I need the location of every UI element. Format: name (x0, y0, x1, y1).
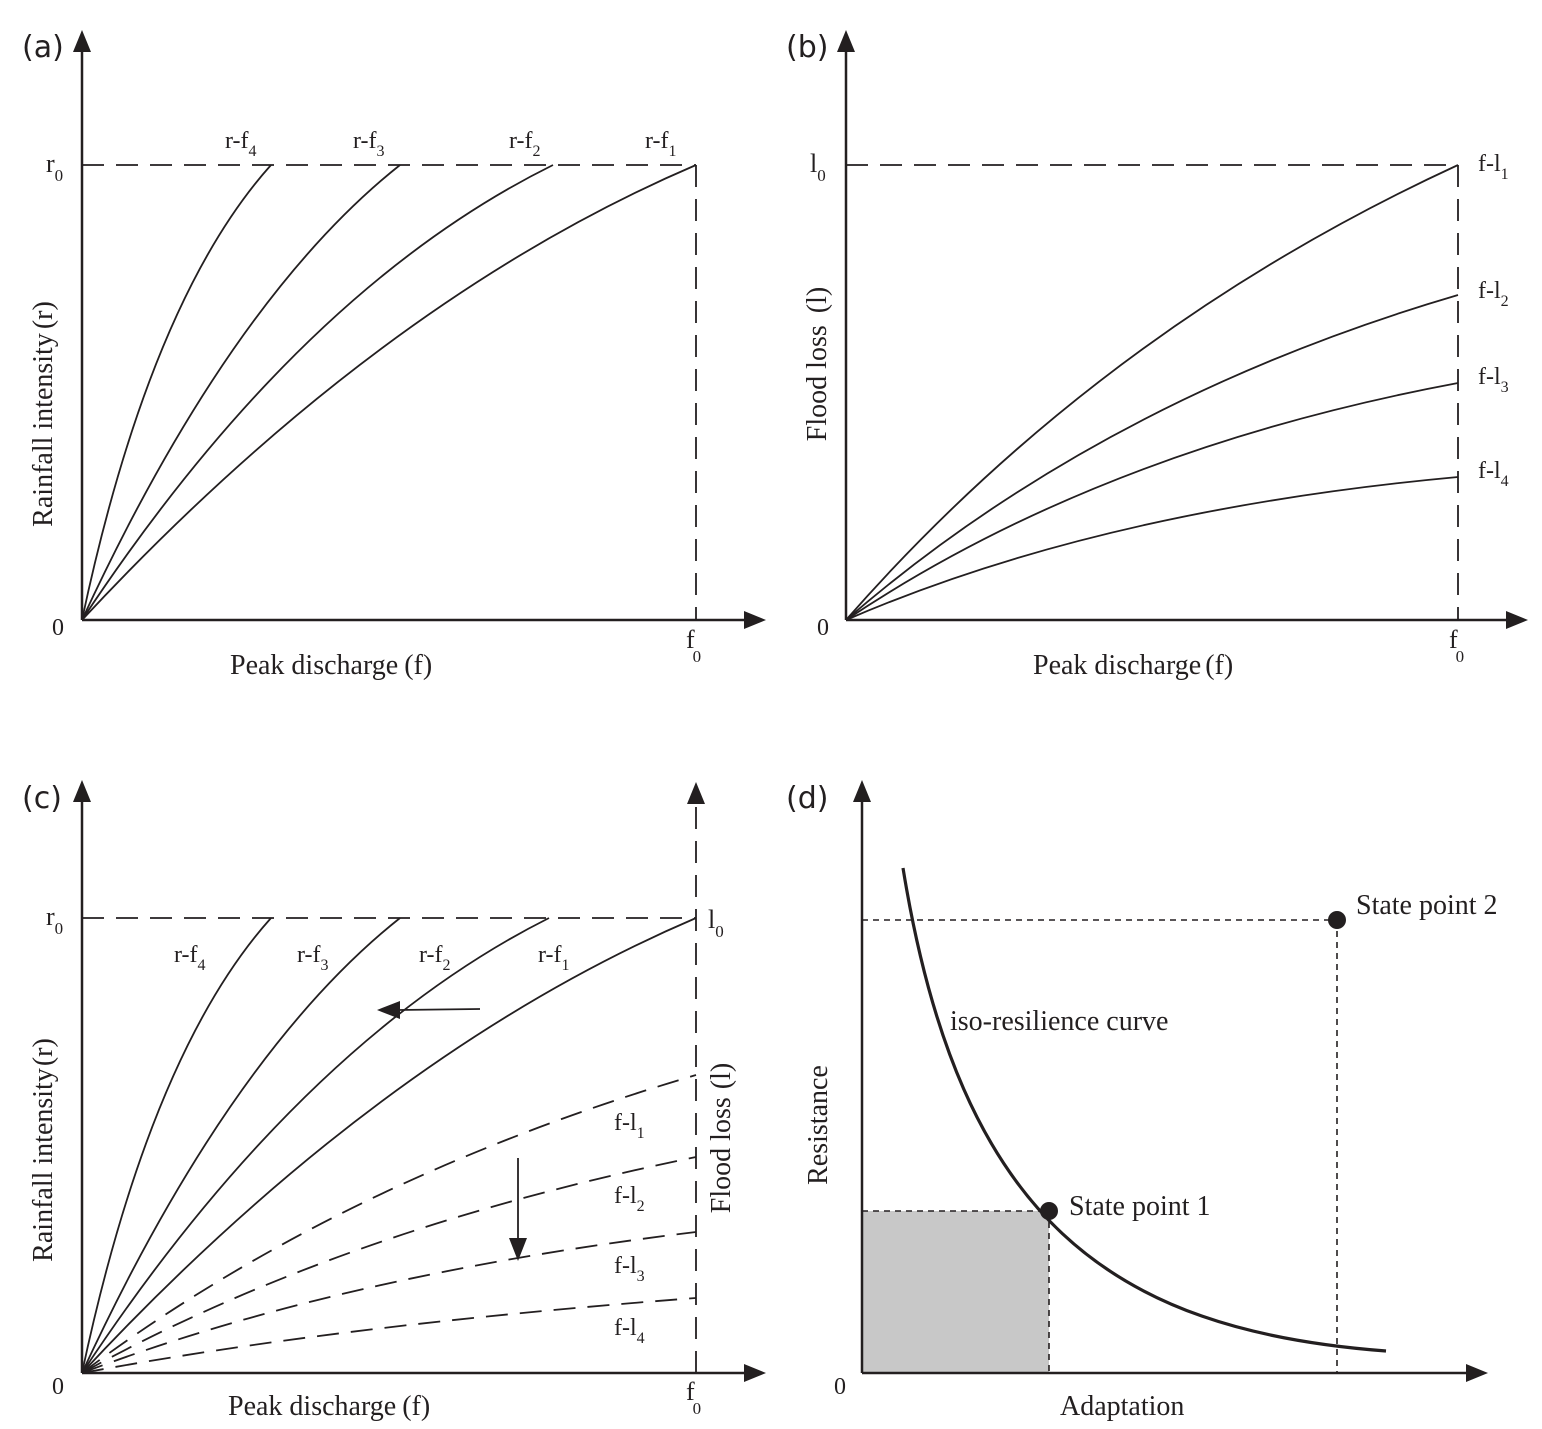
panel-d-iso-resilience-curve (901, 867, 1387, 1353)
panel-b-y-axis-arrowhead (837, 30, 855, 52)
panel-a-x-axis-title: Peak discharge (f) (230, 650, 432, 681)
panel-b-label-f-l4: f-l4 (1478, 458, 1509, 490)
panel-c-y2-axis-arrowhead (687, 782, 705, 804)
panel-d-state-point-1-label: State point 1 (1069, 1191, 1211, 1222)
panel-c-y2-axis-title: Flood loss(l) (706, 1063, 737, 1213)
panel-d-x-axis-title: Adaptation (1060, 1391, 1184, 1422)
panel-a-origin: 0 (52, 615, 64, 641)
panel-b-label-f-l1: f-l1 (1478, 151, 1509, 183)
panel-a-tag: (a) (22, 30, 64, 65)
panel-d-x-axis-arrowhead (1466, 1364, 1488, 1382)
panel-b-origin: 0 (817, 615, 829, 641)
panel-c-curve-f-l3 (81, 1231, 697, 1374)
panel-c-left-shift-arrow-icon (377, 1001, 400, 1019)
panel-a-curve-r-f3 (81, 164, 401, 621)
panel-b-curve-f-l1 (845, 164, 1459, 621)
panel-a-label-r-f4: r-f4 (225, 128, 257, 160)
panel-c-tag: (c) (22, 781, 62, 816)
panel-c-origin: 0 (52, 1374, 64, 1400)
panel-c-curve-f-l1 (81, 1074, 697, 1374)
panel-c-label-f-l4: f-l4 (614, 1315, 645, 1347)
panel-c-label-r-f4: r-f4 (174, 942, 206, 974)
panel-b-tag: (b) (786, 30, 828, 65)
panel-c-label-r-f3: r-f3 (297, 942, 329, 974)
panel-b-curve-f-l2 (845, 294, 1459, 621)
panel-c-curve-r-f1 (81, 917, 697, 1374)
panel-c-label-r-f2: r-f2 (419, 942, 451, 974)
panel-c-curve-f-l2 (81, 1156, 697, 1374)
panel-c-down-shift-arrow-icon (509, 1238, 527, 1261)
panel-d-state-point-2-label: State point 2 (1356, 890, 1498, 921)
panel-c-label-r-f1: r-f1 (538, 942, 570, 974)
panel-c-r0-mark: r0 (46, 902, 63, 938)
panel-b-l0-mark: l0 (810, 149, 826, 185)
panel-c-y-axis-title: Rainfall intensity(r) (28, 1038, 59, 1262)
panel-c-curve-r-f2 (81, 917, 550, 1374)
panel-b-curve-f-l4 (845, 476, 1459, 621)
panel-c-l0-mark: l0 (708, 905, 724, 941)
panel-a-y-axis-arrowhead (73, 30, 91, 52)
panel-a-label-r-f2: r-f2 (509, 128, 541, 160)
panel-d-shaded-area (862, 1211, 1049, 1373)
panel-d-tag: (d) (786, 781, 828, 816)
panel-c-y-axis-arrowhead (73, 780, 91, 802)
panel-d-origin: 0 (834, 1374, 846, 1400)
panel-d-state-point-2-marker (1328, 911, 1346, 929)
panel-c-x-axis-arrowhead (744, 1364, 766, 1382)
panel-b-label-f-l2: f-l2 (1478, 278, 1509, 310)
panel-b-y-axis-title: Flood loss(l) (802, 287, 833, 441)
panel-c-curve-r-f3 (81, 917, 401, 1374)
panel-d-y-axis-arrowhead (853, 780, 871, 802)
panel-a-r0-mark: r0 (46, 149, 63, 185)
panel-c: (c) r-f4 r-f3 r-f2 r-f1 f-l1 f-l2 f-l3 (22, 780, 766, 1422)
panel-c-label-f-l2: f-l2 (614, 1183, 645, 1215)
panel-c-label-f-l1: f-l1 (614, 1110, 645, 1142)
panel-a-label-r-f1: r-f1 (645, 128, 677, 160)
panel-b-curve-f-l3 (845, 382, 1459, 621)
panel-a-curve-r-f1 (81, 164, 697, 621)
panel-c-curve-f-l4 (81, 1297, 697, 1374)
panel-d-state-point-1-marker (1040, 1202, 1058, 1220)
panel-a-label-r-f3: r-f3 (353, 128, 385, 160)
panel-a-curve-r-f2 (81, 164, 554, 621)
panel-c-left-shift-arrow-shaft (397, 1008, 481, 1011)
panel-c-x-axis-title: Peak discharge (f) (228, 1391, 430, 1422)
panel-d: (d) State point 1 State point 2 iso-resi… (786, 780, 1498, 1422)
panel-a-curve-r-f4 (81, 164, 272, 621)
panel-b-label-f-l3: f-l3 (1478, 364, 1509, 396)
panel-b-x-axis-title: Peak discharge (f) (1033, 650, 1233, 681)
panel-d-y-axis-title: Resistance (803, 1065, 834, 1185)
panel-d-curve-label: iso-resilience curve (950, 1006, 1168, 1037)
panel-c-curve-r-f4 (81, 917, 272, 1374)
panel-a-x-axis-arrowhead (744, 611, 766, 629)
panel-b-x-axis-arrowhead (1506, 611, 1528, 629)
panel-c-label-f-l3: f-l3 (614, 1253, 645, 1285)
panel-a-y-axis-title: Rainfall intensity(r) (28, 301, 59, 527)
